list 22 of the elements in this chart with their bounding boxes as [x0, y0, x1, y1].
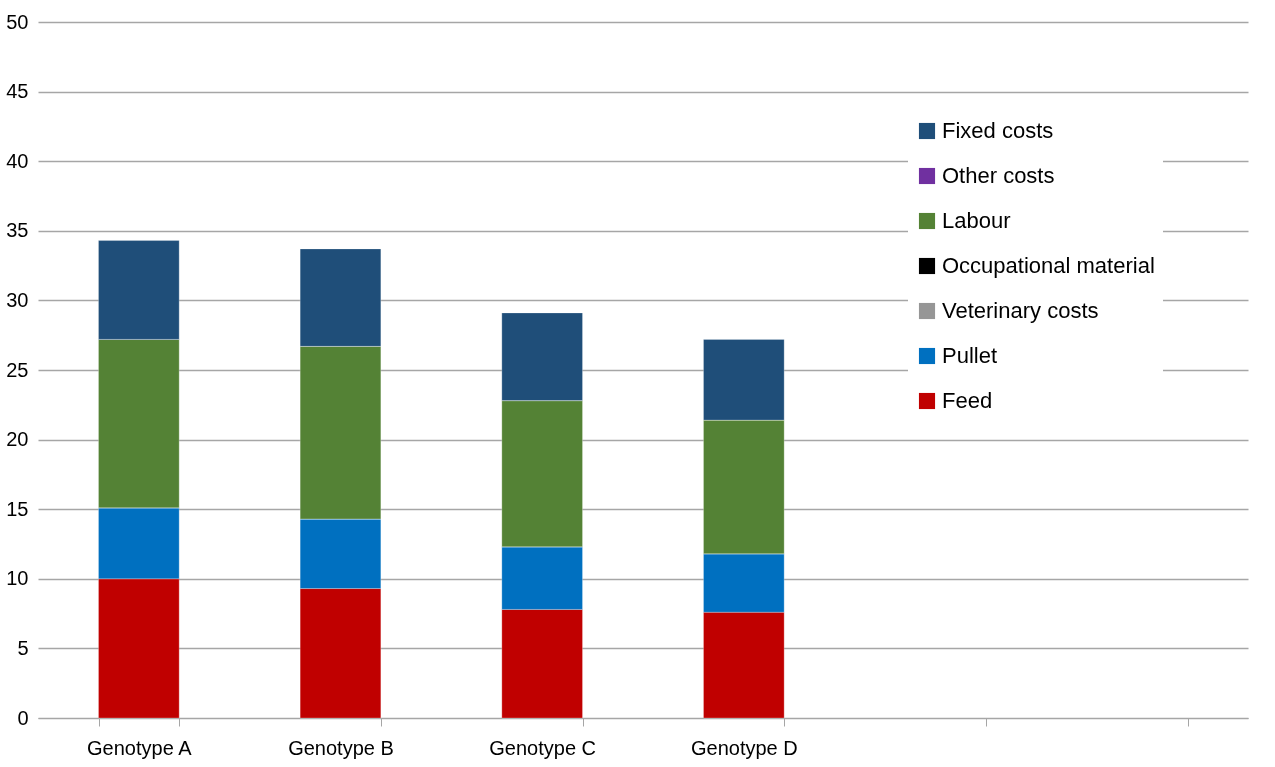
legend-label: Occupational material	[942, 253, 1155, 278]
legend-label: Fixed costs	[942, 118, 1054, 143]
legend-label: Veterinary costs	[942, 298, 1099, 323]
legend-label: Feed	[942, 388, 993, 413]
y-tick-label: 15	[6, 497, 29, 520]
y-tick-label: 50	[6, 10, 29, 33]
x-tick-label: Genotype C	[489, 736, 597, 759]
y-tick-label: 5	[17, 636, 29, 659]
legend-label: Labour	[942, 208, 1011, 233]
x-tick-label: Genotype D	[690, 736, 798, 759]
legend-label: Other costs	[942, 163, 1055, 188]
y-tick-label: 35	[6, 219, 29, 242]
y-tick-label: 45	[6, 80, 29, 103]
y-tick-label: 30	[6, 288, 29, 311]
y-tick-label: 25	[6, 358, 29, 381]
y-tick-label: 0	[17, 706, 29, 729]
y-tick-label: 10	[6, 567, 29, 590]
y-tick-label: 20	[6, 428, 29, 451]
x-tick-label: Genotype B	[288, 736, 394, 759]
y-tick-label: 40	[6, 149, 29, 172]
legend-label: Pullet	[942, 343, 998, 368]
x-tick-label: Genotype A	[87, 736, 193, 759]
